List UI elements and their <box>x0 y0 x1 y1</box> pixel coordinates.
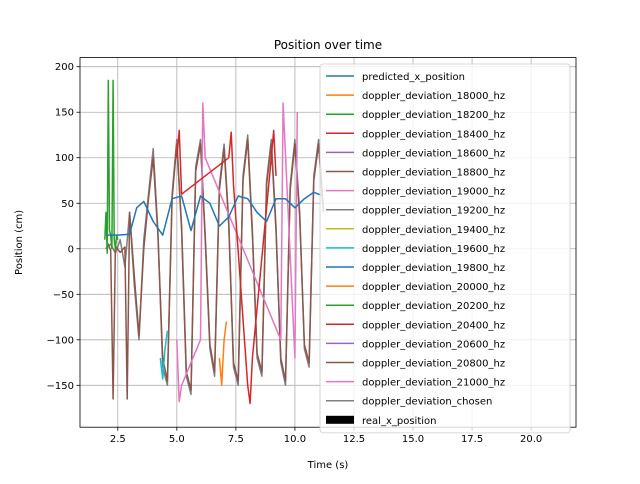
x-tick-label: 2.5 <box>110 434 126 445</box>
x-tick-label: 20.0 <box>520 434 542 445</box>
legend-entry-doppler_deviation_20600_hz: doppler_deviation_20600_hz <box>362 339 505 350</box>
legend-entry-doppler_deviation_18600_hz: doppler_deviation_18600_hz <box>362 148 505 159</box>
y-tick-label: −50 <box>53 290 74 301</box>
y-tick-label: 50 <box>61 199 74 210</box>
series-line-predicted_x_position <box>106 191 324 236</box>
legend: predicted_x_position doppler_deviation_18… <box>319 63 571 434</box>
y-tick-label: 100 <box>55 153 74 164</box>
legend-entry-doppler_deviation_18400_hz: doppler_deviation_18400_hz <box>362 129 505 140</box>
chart-title: Position over time <box>274 38 382 52</box>
legend-entry-predicted_x_position: predicted_x_position <box>362 72 465 83</box>
legend-entry-real_x_position: real_x_position <box>362 416 436 427</box>
legend-entry-doppler_deviation_19800_hz: doppler_deviation_19800_hz <box>362 263 505 274</box>
legend-swatch-real_x_position <box>326 415 354 424</box>
x-tick-label: 12.5 <box>343 434 365 445</box>
y-tick-label: −150 <box>47 381 74 392</box>
series-line-doppler_deviation_18200_hz <box>104 79 119 255</box>
legend-entry-doppler_deviation_20000_hz: doppler_deviation_20000_hz <box>362 282 505 293</box>
y-tick-label: 0 <box>68 244 74 255</box>
legend-entry-doppler_deviation_18200_hz: doppler_deviation_18200_hz <box>362 110 505 121</box>
legend-entry-doppler_deviation_20400_hz: doppler_deviation_20400_hz <box>362 320 505 331</box>
x-tick-label: 17.5 <box>461 434 483 445</box>
data-series <box>104 79 325 405</box>
x-tick-label: 7.5 <box>228 434 244 445</box>
y-axis-label: Position (cm) <box>14 210 25 275</box>
series-line-doppler_deviation_19600_hz <box>159 330 169 380</box>
series-line-doppler_deviation_19000_hz <box>176 102 299 403</box>
axis-ticks: 2.5 5.0 7.5 10.0 12.5 15.0 17.5 20.0 −150 −100 −50… <box>47 62 543 445</box>
y-tick-label: 150 <box>55 108 74 119</box>
legend-entry-doppler_deviation_18800_hz: doppler_deviation_18800_hz <box>362 168 505 179</box>
x-tick-label: 15.0 <box>402 434 424 445</box>
series-line-doppler_deviation_18400_hz <box>176 129 277 405</box>
series-line-doppler_deviation_18000_hz <box>218 321 228 387</box>
legend-entry-doppler_deviation_chosen: doppler_deviation_chosen <box>362 397 492 408</box>
y-tick-label: 200 <box>55 62 74 73</box>
legend-entry-doppler_deviation_19600_hz: doppler_deviation_19600_hz <box>362 244 505 255</box>
x-tick-label: 5.0 <box>169 434 185 445</box>
legend-entry-doppler_deviation_19000_hz: doppler_deviation_19000_hz <box>362 187 505 198</box>
legend-box <box>319 63 571 434</box>
series-line-doppler_deviation_20800_hz <box>105 138 325 400</box>
x-tick-label: 10.0 <box>284 434 306 445</box>
legend-entry-doppler_deviation_19400_hz: doppler_deviation_19400_hz <box>362 225 505 236</box>
legend-entry-doppler_deviation_21000_hz: doppler_deviation_21000_hz <box>362 378 505 389</box>
x-axis-label: Time (s) <box>307 460 349 471</box>
legend-entry-doppler_deviation_19200_hz: doppler_deviation_19200_hz <box>362 206 505 217</box>
legend-entry-doppler_deviation_20200_hz: doppler_deviation_20200_hz <box>362 301 505 312</box>
y-tick-label: −100 <box>47 335 74 346</box>
legend-entry-doppler_deviation_18000_hz: doppler_deviation_18000_hz <box>362 91 505 102</box>
legend-entry-doppler_deviation_20800_hz: doppler_deviation_20800_hz <box>362 359 505 370</box>
